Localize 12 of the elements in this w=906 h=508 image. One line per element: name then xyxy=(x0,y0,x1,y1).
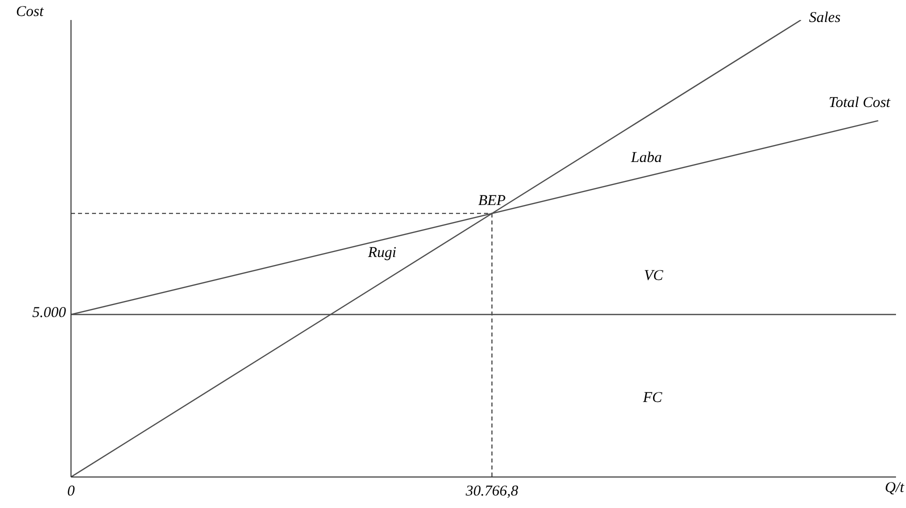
series-label: Sales xyxy=(808,10,841,27)
x-tick-label: 0 xyxy=(67,484,76,500)
annotation: Rugi xyxy=(368,245,396,262)
series-label: Total Cost xyxy=(828,94,890,112)
annotation: VC xyxy=(644,268,664,285)
annotation: Laba xyxy=(631,150,662,167)
x-axis-title: Q/t xyxy=(884,480,904,497)
x-tick-label: 30.766,8 xyxy=(464,484,519,500)
annotation: FC xyxy=(643,390,662,407)
text: 5.000 xyxy=(31,305,66,322)
y-axis-title: Cost xyxy=(16,4,44,21)
annotation: BEP xyxy=(477,193,507,210)
